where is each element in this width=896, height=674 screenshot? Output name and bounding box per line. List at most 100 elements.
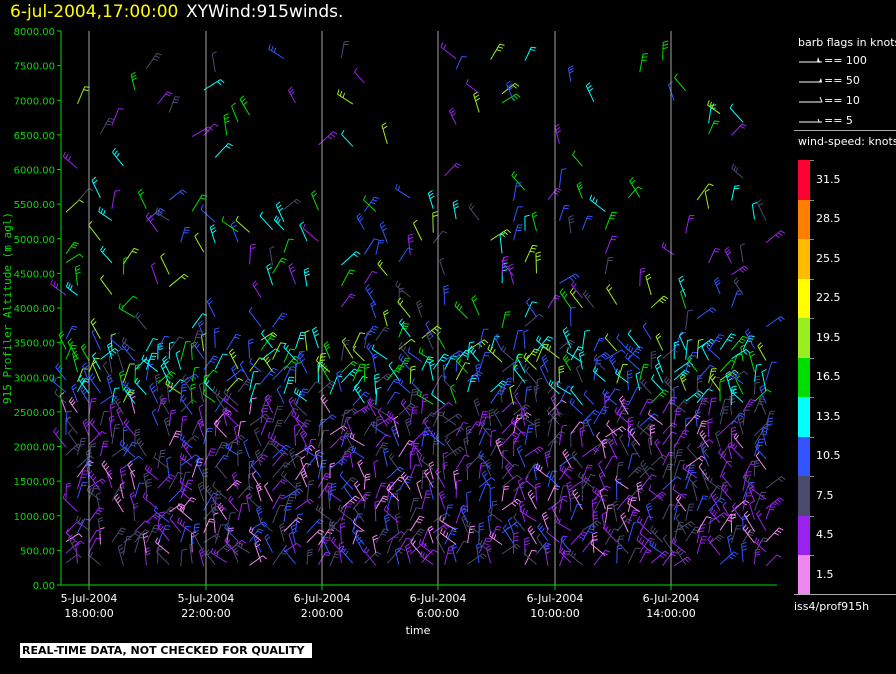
wind-barb xyxy=(375,373,393,384)
wind-barb xyxy=(65,540,85,554)
wind-barb xyxy=(562,448,572,468)
wind-barb xyxy=(166,456,172,479)
wind-barb xyxy=(306,438,316,456)
wind-barb xyxy=(602,523,618,543)
wind-barb xyxy=(604,455,618,470)
wind-barb xyxy=(114,493,124,513)
wind-barb xyxy=(740,344,746,362)
wind-barb xyxy=(221,216,239,233)
wind-barb xyxy=(616,461,624,478)
wind-barb xyxy=(65,325,78,340)
wind-barb xyxy=(589,194,606,213)
wind-barb xyxy=(134,482,145,498)
wind-barb xyxy=(311,326,320,349)
wind-barb xyxy=(499,232,505,254)
wind-barb xyxy=(478,450,491,470)
wind-barb xyxy=(575,364,583,383)
wind-barb xyxy=(756,199,767,221)
wind-barb xyxy=(560,535,572,553)
wind-barb xyxy=(592,486,606,502)
wind-barb xyxy=(523,548,537,565)
wind-barb xyxy=(686,443,698,460)
wind-barb xyxy=(137,188,147,209)
wind-barb xyxy=(88,220,101,241)
wind-barb xyxy=(50,279,67,296)
wind-barb xyxy=(352,530,363,545)
wind-barb xyxy=(614,407,629,424)
wind-barb xyxy=(249,357,265,372)
wind-barb xyxy=(168,336,185,352)
wind-barb xyxy=(513,379,528,395)
wind-barb xyxy=(722,501,733,521)
wind-barb xyxy=(223,388,239,406)
wind-barb xyxy=(228,495,239,512)
wind-barb xyxy=(754,537,767,553)
wind-barb xyxy=(191,366,200,382)
wind-barb xyxy=(318,473,331,488)
wind-barb xyxy=(279,522,286,542)
wind-barb xyxy=(235,540,250,554)
wind-barb xyxy=(741,541,748,563)
wind-barb xyxy=(547,498,568,511)
wind-barb xyxy=(456,356,469,374)
wind-barb xyxy=(604,211,617,230)
wind-barb xyxy=(397,297,411,318)
wind-barb xyxy=(727,534,733,556)
wind-barb xyxy=(263,354,273,372)
wind-barb xyxy=(527,525,537,545)
wind-barb xyxy=(398,318,411,338)
wind-barb xyxy=(671,537,686,553)
wind-barb xyxy=(168,273,189,287)
wind-barb xyxy=(365,284,377,306)
wind-barb xyxy=(455,540,469,554)
wind-barb xyxy=(501,378,513,395)
wind-barb xyxy=(605,349,626,360)
colorbar-swatch xyxy=(798,239,810,279)
x-tick-label-time: 14:00:00 xyxy=(646,607,695,620)
wind-barb xyxy=(639,413,659,427)
wind-barb xyxy=(65,521,82,534)
wind-barb xyxy=(754,389,772,402)
wind-barb xyxy=(67,338,78,359)
wind-barb xyxy=(708,497,726,512)
wind-barb xyxy=(754,459,760,477)
wind-barb xyxy=(149,382,159,404)
wind-barb xyxy=(97,516,104,534)
wind-barb xyxy=(179,433,193,449)
wind-barb xyxy=(421,393,429,414)
wind-barb xyxy=(409,406,418,424)
wind-barb xyxy=(198,548,206,567)
wind-barb xyxy=(212,496,227,511)
colorbar-label: 4.5 xyxy=(816,528,834,542)
wind-barb xyxy=(569,287,583,309)
wind-barb xyxy=(180,226,191,243)
wind-barb xyxy=(76,470,88,489)
wind-barb xyxy=(494,333,503,352)
y-tick-label: 4000.00 xyxy=(14,304,55,315)
wind-barb xyxy=(217,502,228,520)
wind-barb xyxy=(214,353,228,370)
colorbar-label: 25.5 xyxy=(816,251,841,265)
x-tick-label-time: 10:00:00 xyxy=(530,607,579,620)
wind-barb xyxy=(467,553,487,565)
wind-barb xyxy=(372,534,379,554)
wind-barb xyxy=(226,333,242,351)
wind-barb xyxy=(546,343,560,359)
wind-barb xyxy=(524,313,544,327)
wind-barb xyxy=(463,436,470,457)
wind-barb xyxy=(444,426,465,438)
wind-barb xyxy=(288,262,296,285)
wind-barb xyxy=(513,513,526,532)
wind-barb xyxy=(559,273,580,284)
wind-barb xyxy=(725,370,733,394)
wind-barb xyxy=(386,378,400,392)
wind-barb xyxy=(432,353,449,370)
x-tick-label-date: 5-Jul-2004 xyxy=(61,592,118,605)
wind-barb xyxy=(237,503,247,521)
wind-barb xyxy=(509,384,515,405)
barb-100-icon xyxy=(799,57,822,63)
wind-barb xyxy=(698,462,710,481)
colorbar-tick xyxy=(810,239,814,240)
wind-barb xyxy=(247,492,262,510)
wind-barb xyxy=(228,348,239,370)
